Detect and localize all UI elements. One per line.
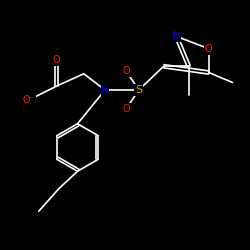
Text: O: O (205, 44, 212, 54)
Text: N: N (101, 85, 109, 95)
Text: S: S (135, 85, 142, 95)
Text: O: O (52, 55, 60, 65)
Text: O: O (122, 66, 130, 76)
Text: O⁻: O⁻ (22, 95, 35, 105)
Text: N: N (172, 31, 180, 41)
Text: O: O (122, 104, 130, 114)
